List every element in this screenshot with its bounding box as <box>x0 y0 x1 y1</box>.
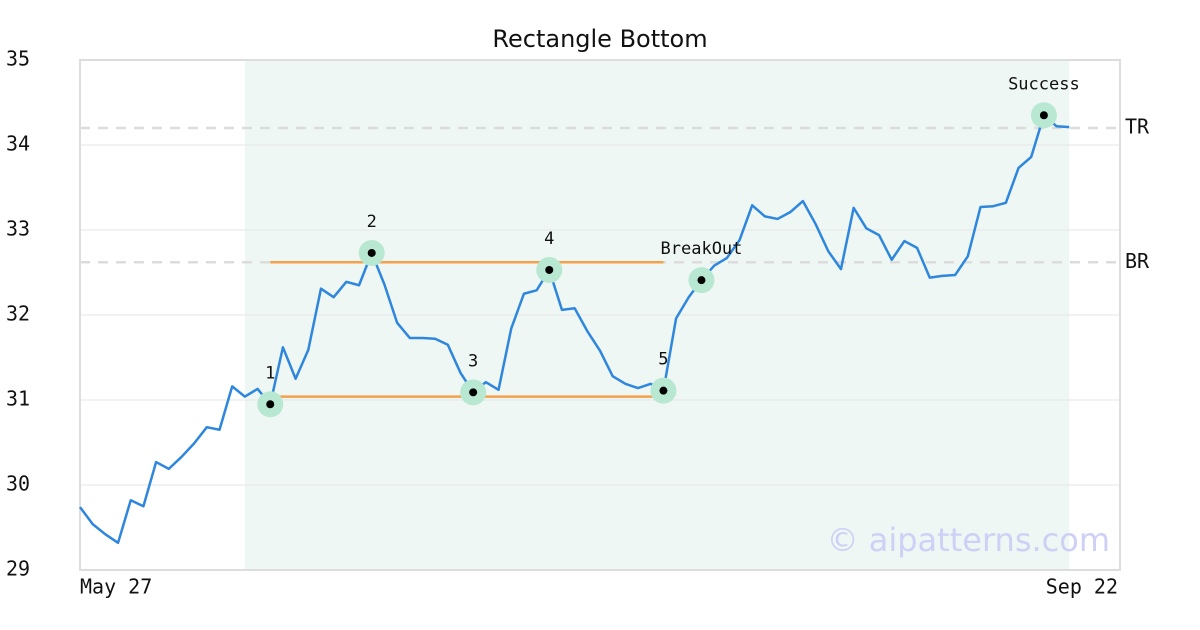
y-tick-label: 34 <box>6 132 30 156</box>
annotation-label: 4 <box>544 229 554 249</box>
pattern-point <box>367 248 376 257</box>
annotation-label: 5 <box>658 350 668 370</box>
x-tick-label: May 27 <box>80 575 152 599</box>
annotation-label: BreakOut <box>661 239 743 259</box>
pattern-point <box>1039 111 1048 120</box>
pattern-point <box>697 276 706 285</box>
watermark: © aipatterns.com <box>827 521 1110 559</box>
price-line <box>78 114 1070 545</box>
annotation-label: 2 <box>367 212 377 232</box>
pattern-point <box>469 388 478 397</box>
y-tick-label: 29 <box>6 557 30 581</box>
level-label: BR <box>1125 249 1150 273</box>
x-tick-label: Sep 22 <box>1046 575 1118 599</box>
pattern-point <box>659 386 668 395</box>
chart-title: Rectangle Bottom <box>492 25 707 53</box>
y-tick-label: 32 <box>6 302 30 326</box>
y-tick-label: 33 <box>6 217 30 241</box>
annotation-label: Success <box>1008 74 1080 94</box>
y-tick-label: 30 <box>6 472 30 496</box>
y-tick-label: 35 <box>6 47 30 71</box>
y-tick-label: 31 <box>6 387 30 411</box>
level-label: TR <box>1125 115 1150 139</box>
pattern-point <box>266 400 275 409</box>
plot-frame <box>79 59 1121 571</box>
annotation-label: 3 <box>468 351 478 371</box>
annotation-label: 1 <box>265 363 275 383</box>
pattern-point <box>545 265 554 274</box>
